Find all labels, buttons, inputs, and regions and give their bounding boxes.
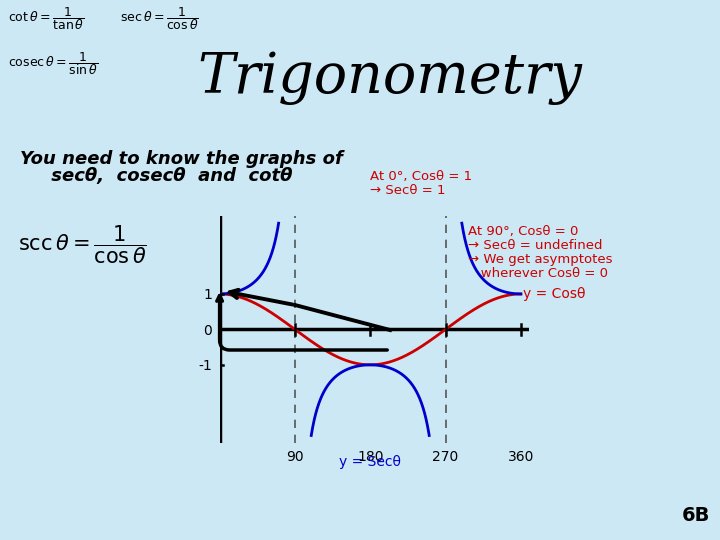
Text: → Secθ = 1: → Secθ = 1 [370,184,446,197]
Text: y = Secθ: y = Secθ [339,455,401,469]
Text: $\mathrm{scc}\,\theta = \dfrac{1}{\cos\theta}$: $\mathrm{scc}\,\theta = \dfrac{1}{\cos\t… [18,224,147,266]
Text: You need to know the graphs of: You need to know the graphs of [20,150,343,168]
Text: $\cot\theta = \dfrac{1}{\tan\theta}$: $\cot\theta = \dfrac{1}{\tan\theta}$ [8,5,85,32]
Text: → We get asymptotes: → We get asymptotes [468,253,613,266]
Text: At 0°, Cosθ = 1: At 0°, Cosθ = 1 [370,170,472,183]
Text: secθ,  cosecθ  and  cotθ: secθ, cosecθ and cotθ [20,167,292,185]
Text: y = Cosθ: y = Cosθ [523,287,585,301]
Text: At 90°, Cosθ = 0: At 90°, Cosθ = 0 [468,225,578,238]
Text: 6B: 6B [682,506,710,525]
Text: $\sec\theta = \dfrac{1}{\cos\theta}$: $\sec\theta = \dfrac{1}{\cos\theta}$ [120,5,199,32]
Text: → Secθ = undefined: → Secθ = undefined [468,239,603,252]
Text: Trigonometry: Trigonometry [197,50,582,105]
Text: wherever Cosθ = 0: wherever Cosθ = 0 [468,267,608,280]
Text: $\mathrm{cosec}\,\theta = \dfrac{1}{\sin\theta}$: $\mathrm{cosec}\,\theta = \dfrac{1}{\sin… [8,50,98,77]
